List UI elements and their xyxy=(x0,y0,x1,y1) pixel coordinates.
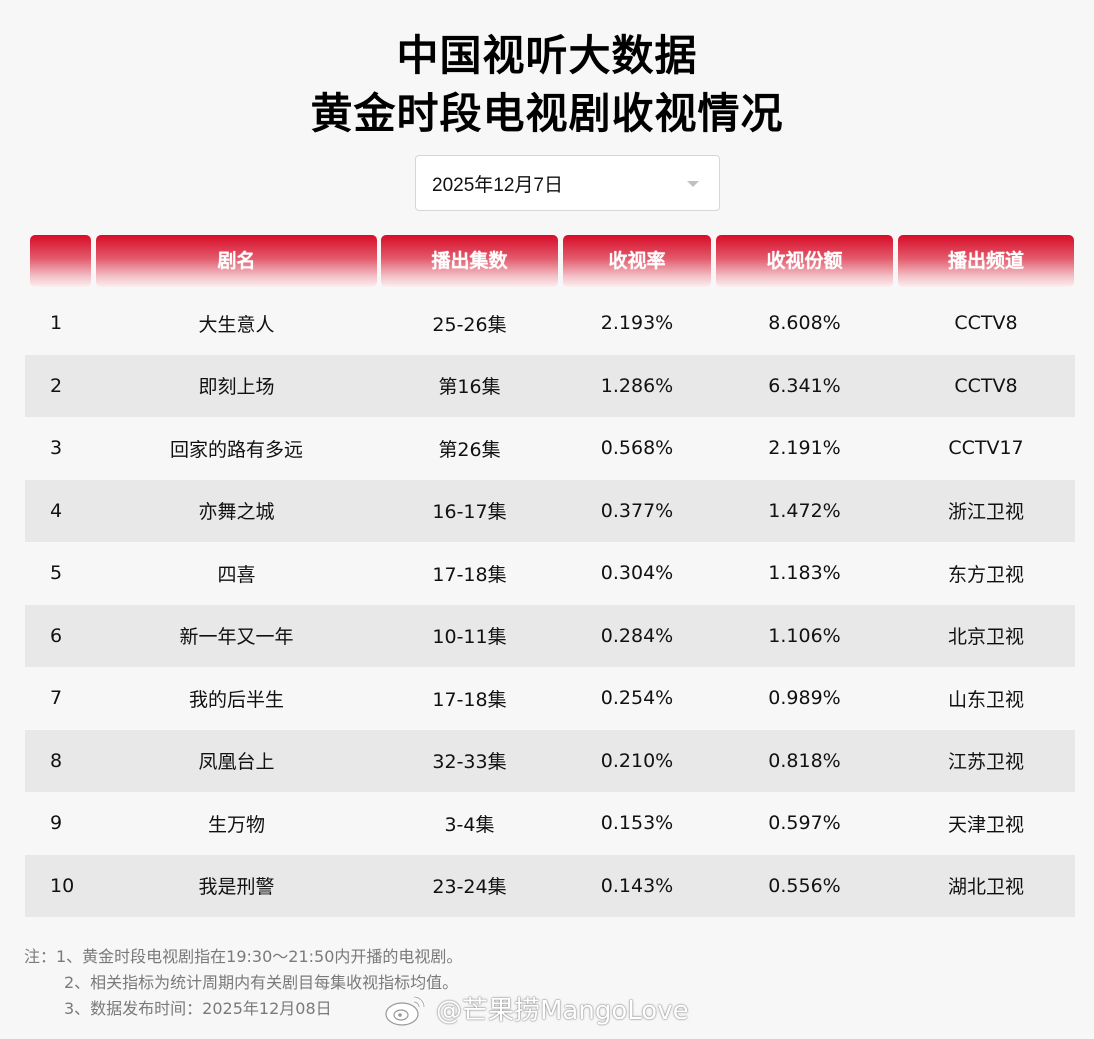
table-row: 9 生万物 3-4集 0.153% 0.597% 天津卫视 xyxy=(25,792,1075,855)
cell-share: 1.472% xyxy=(768,499,841,522)
cell-rank: 8 xyxy=(50,749,63,772)
cell-channel: 湖北卫视 xyxy=(947,876,1024,899)
cell-title: 大生意人 xyxy=(198,313,275,336)
footnote-1: 注：1、黄金时段电视剧指在19:30～21:50内开播的电视剧。 xyxy=(24,947,463,966)
cell-share: 8.608% xyxy=(768,312,841,335)
column-header-share: 收视份额 xyxy=(716,235,893,287)
cell-rank: 6 xyxy=(50,624,63,647)
date-select[interactable]: 2025年12月7日 xyxy=(415,155,720,211)
cell-channel: 东方卫视 xyxy=(947,563,1024,586)
cell-title: 凤凰台上 xyxy=(198,751,275,774)
cell-channel: 北京卫视 xyxy=(947,626,1024,649)
table-row: 2 即刻上场 第16集 1.286% 6.341% CCTV8 xyxy=(25,354,1075,417)
watermark-text: @芒果捞MangoLove xyxy=(436,996,689,1026)
column-header-channel: 播出频道 xyxy=(898,235,1074,287)
table-row: 10 我是刑警 23-24集 0.143% 0.556% 湖北卫视 xyxy=(25,854,1075,917)
table-body: 1 大生意人 25-26集 2.193% 8.608% CCTV8 2 即刻上场… xyxy=(25,292,1075,917)
cell-rating: 0.284% xyxy=(600,624,674,647)
cell-share: 0.556% xyxy=(768,874,841,897)
cell-rank: 5 xyxy=(50,562,63,585)
cell-episodes: 17-18集 xyxy=(432,688,507,711)
cell-title: 即刻上场 xyxy=(198,376,275,399)
chevron-down-icon xyxy=(687,181,699,187)
cell-channel: 浙江卫视 xyxy=(947,501,1024,524)
cell-channel: 山东卫视 xyxy=(947,688,1024,711)
page-subtitle: 黄金时段电视剧收视情况 xyxy=(310,89,784,138)
cell-episodes: 25-26集 xyxy=(432,313,507,336)
cell-title: 我是刑警 xyxy=(198,876,275,899)
cell-rank: 4 xyxy=(50,499,63,522)
cell-rank: 9 xyxy=(50,812,63,835)
cell-episodes: 3-4集 xyxy=(444,813,495,836)
cell-share: 6.341% xyxy=(768,374,841,397)
cell-share: 1.106% xyxy=(768,624,841,647)
cell-rating: 0.568% xyxy=(600,437,674,460)
cell-rank: 1 xyxy=(50,312,63,335)
cell-episodes: 32-33集 xyxy=(432,751,507,774)
footnotes: 注：1、黄金时段电视剧指在19:30～21:50内开播的电视剧。 2、相关指标为… xyxy=(24,944,462,1022)
cell-channel: 江苏卫视 xyxy=(947,751,1024,774)
cell-rating: 2.193% xyxy=(600,312,674,335)
cell-episodes: 17-18集 xyxy=(432,563,507,586)
cell-rating: 0.210% xyxy=(600,749,674,772)
cell-channel: CCTV8 xyxy=(954,374,1018,397)
column-header-title: 剧名 xyxy=(96,235,377,287)
cell-title: 新一年又一年 xyxy=(179,626,294,649)
table-row: 6 新一年又一年 10-11集 0.284% 1.106% 北京卫视 xyxy=(25,604,1075,667)
watermark: @芒果捞MangoLove xyxy=(384,990,689,1027)
cell-rank: 10 xyxy=(50,874,75,897)
column-header-rating: 收视率 xyxy=(563,235,711,287)
cell-channel: 天津卫视 xyxy=(947,813,1024,836)
cell-rank: 7 xyxy=(50,687,63,710)
cell-episodes: 23-24集 xyxy=(432,876,507,899)
cell-rating: 0.143% xyxy=(600,874,674,897)
cell-share: 0.597% xyxy=(768,812,841,835)
cell-title: 四喜 xyxy=(217,563,256,586)
cell-rating: 1.286% xyxy=(600,374,674,397)
cell-title: 亦舞之城 xyxy=(198,501,275,524)
cell-share: 2.191% xyxy=(768,437,841,460)
page-title: 中国视听大数据 xyxy=(396,31,698,80)
cell-rating: 0.377% xyxy=(600,499,674,522)
cell-episodes: 第16集 xyxy=(438,376,501,399)
cell-channel: CCTV17 xyxy=(948,437,1024,460)
column-header-episodes: 播出集数 xyxy=(381,235,558,287)
cell-title: 生万物 xyxy=(207,813,265,836)
footnote-3: 3、数据发布时间：2025年12月08日 xyxy=(64,999,332,1018)
table-row: 3 回家的路有多远 第26集 0.568% 2.191% CCTV17 xyxy=(25,417,1075,480)
table-header: 剧名 播出集数 收视率 收视份额 播出频道 xyxy=(25,235,1075,287)
cell-episodes: 10-11集 xyxy=(432,626,507,649)
cell-title: 回家的路有多远 xyxy=(169,438,303,461)
cell-rank: 2 xyxy=(50,374,63,397)
cell-rating: 0.254% xyxy=(600,687,674,710)
cell-share: 0.818% xyxy=(768,749,841,772)
cell-episodes: 16-17集 xyxy=(432,501,507,524)
cell-rating: 0.153% xyxy=(600,812,674,835)
table-row: 8 凤凰台上 32-33集 0.210% 0.818% 江苏卫视 xyxy=(25,729,1075,792)
table-row: 4 亦舞之城 16-17集 0.377% 1.472% 浙江卫视 xyxy=(25,479,1075,542)
table-row: 5 四喜 17-18集 0.304% 1.183% 东方卫视 xyxy=(25,542,1075,605)
cell-rating: 0.304% xyxy=(600,562,674,585)
table-row: 1 大生意人 25-26集 2.193% 8.608% CCTV8 xyxy=(25,292,1075,355)
date-select-value: 2025年12月7日 xyxy=(432,174,563,196)
cell-rank: 3 xyxy=(50,437,63,460)
cell-title: 我的后半生 xyxy=(188,688,284,711)
table-row: 7 我的后半生 17-18集 0.254% 0.989% 山东卫视 xyxy=(25,667,1075,730)
cell-share: 0.989% xyxy=(768,687,841,710)
cell-episodes: 第26集 xyxy=(438,438,501,461)
weibo-icon xyxy=(385,995,426,1026)
cell-channel: CCTV8 xyxy=(954,312,1018,335)
column-header-rank xyxy=(30,235,91,287)
ratings-table: 剧名 播出集数 收视率 收视份额 播出频道 1 大生意人 25-26集 2.19… xyxy=(25,235,1075,917)
cell-share: 1.183% xyxy=(768,562,841,585)
footnote-2: 2、相关指标为统计周期内有关剧目每集收视指标均值。 xyxy=(64,973,459,992)
